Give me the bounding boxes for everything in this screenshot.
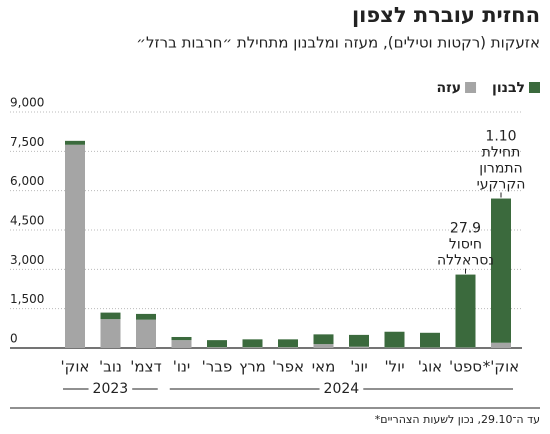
footnote: *עד ה־29.10, נכון לשעות הצהריים [375, 413, 540, 426]
bar-segment [384, 331, 405, 348]
year-label-bg [88, 381, 133, 397]
x-tick-label: פבר' [202, 358, 233, 376]
bar-segment [313, 334, 334, 345]
x-tick-label: יול' [384, 358, 404, 376]
bar-segment [242, 339, 263, 348]
y-tick-label: 4,500 [10, 214, 44, 228]
annotation: חיסול [449, 237, 482, 253]
bar-segment [100, 312, 121, 320]
year-label-bg [319, 381, 364, 397]
bar-segment [491, 342, 511, 348]
annotation: 27.9 [450, 221, 481, 237]
bar-segment [313, 344, 334, 348]
y-tick-label: 7,500 [10, 135, 44, 149]
x-tick-label: אוג' [418, 358, 442, 376]
x-tick-label: נוב' [99, 358, 122, 376]
bar-segment [349, 346, 369, 348]
annotation: נסראללה [437, 253, 494, 269]
bar-segment [136, 313, 156, 320]
x-tick-label: מאי [312, 358, 336, 376]
bar-segment [136, 319, 156, 348]
bar-segment [207, 340, 227, 348]
y-tick-label: 6,000 [10, 174, 44, 188]
bar-segment [455, 347, 476, 348]
y-tick-label: 9,000 [10, 96, 44, 110]
legend-label: עזה [436, 80, 461, 96]
bar-segment [242, 347, 263, 348]
y-tick-label: 3,000 [10, 253, 44, 267]
chart-title: החזית עוברת לצפון [352, 3, 540, 27]
x-tick-label: ספט' [449, 358, 482, 376]
chart-subtitle: אזעקות (רקטות וטילים), מעזה ומלבנון מתחי… [136, 34, 540, 52]
x-tick-label: אוק'* [483, 358, 519, 376]
bar-segment [171, 336, 192, 341]
bar-segment [65, 144, 85, 348]
x-tick-label: מרץ [239, 358, 266, 376]
annotation: הקרקעי [477, 177, 526, 193]
bar-segment [278, 347, 298, 348]
bar-segment [455, 274, 476, 348]
bar-segment [384, 347, 405, 348]
legend-swatch [465, 82, 477, 93]
bar-segment [420, 347, 440, 348]
bar-segment [100, 319, 121, 348]
x-tick-label: ינו' [173, 358, 191, 376]
x-tick-label: אפר' [272, 358, 304, 376]
annotation: 1.10 [485, 129, 516, 145]
bar-segment [491, 198, 511, 343]
year-label: 2023 [93, 381, 129, 397]
y-tick-label: 0 [10, 332, 18, 346]
legend-label: לבנון [492, 80, 525, 96]
year-label: 2024 [324, 381, 360, 397]
annotation: התמרון [479, 161, 522, 177]
x-tick-label: דצמ' [130, 358, 161, 376]
x-tick-label: אוק' [61, 358, 90, 376]
legend-swatch [529, 82, 540, 93]
bar-segment [207, 347, 227, 348]
x-tick-label: יונ' [350, 358, 368, 376]
bar-segment [278, 339, 298, 348]
annotation: תחילת [482, 145, 521, 161]
bar-segment [349, 334, 369, 347]
y-tick-label: 1,500 [10, 292, 44, 306]
bar-segment [420, 332, 440, 348]
bar-segment [65, 140, 85, 145]
bar-segment [171, 340, 192, 348]
